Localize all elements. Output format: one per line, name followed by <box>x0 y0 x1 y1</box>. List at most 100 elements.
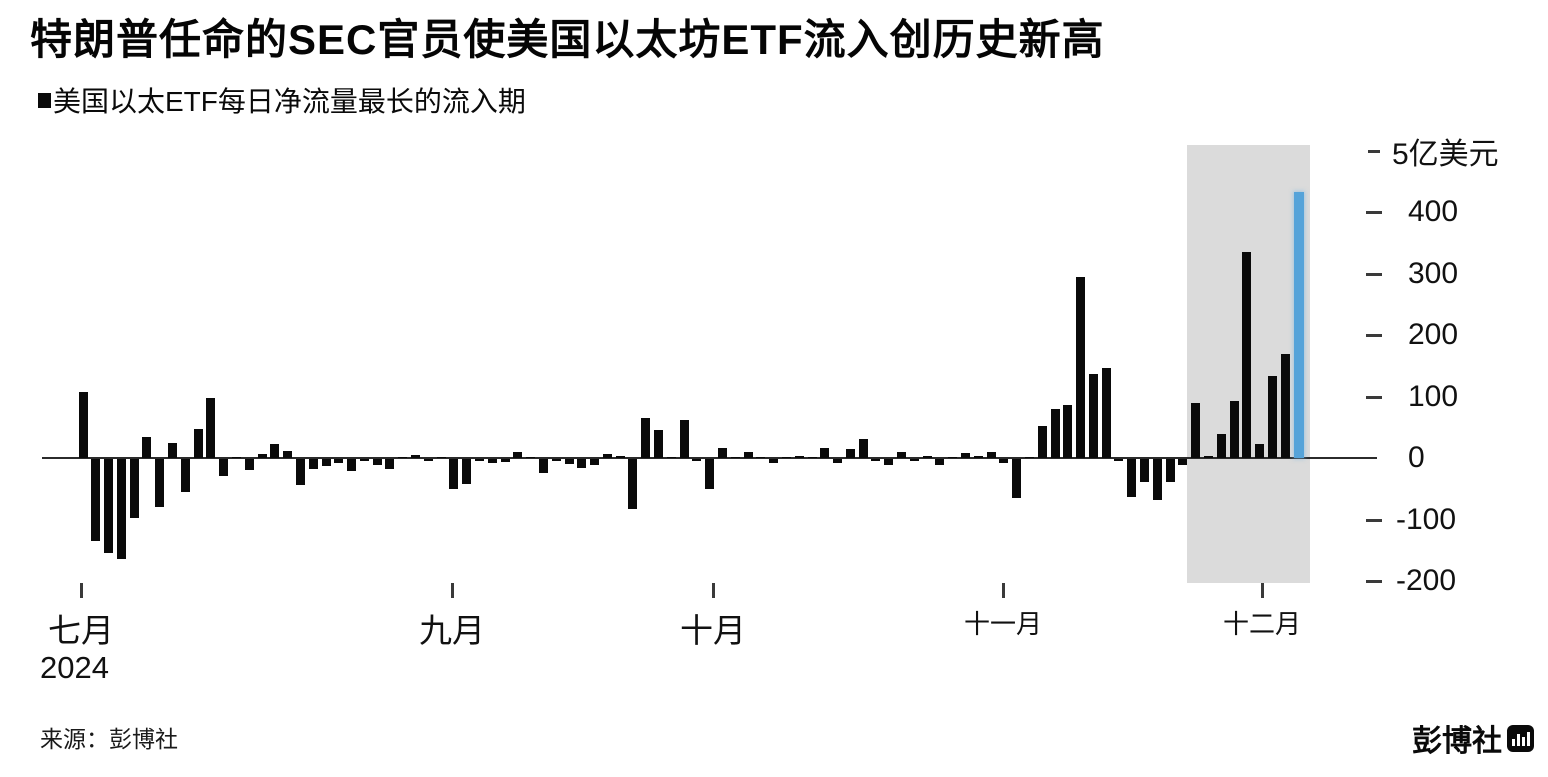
y-tick-label: 100 <box>1408 379 1459 413</box>
bar <box>1050 408 1060 458</box>
x-tick-dash <box>80 583 83 598</box>
bar <box>193 429 203 458</box>
brand-name: 彭博社 <box>1412 725 1502 758</box>
bar <box>909 459 919 461</box>
bar <box>781 456 791 458</box>
y-tick-dash <box>1366 334 1382 337</box>
y-tick-dash <box>1366 580 1382 583</box>
chart-title: 特朗普任命的SEC官员使美国以太坊ETF流入创历史新高 <box>30 16 1105 63</box>
bar <box>104 459 114 554</box>
bar <box>231 456 241 458</box>
bar <box>743 452 753 458</box>
bar <box>730 456 740 458</box>
brand-mark: 彭博社 <box>1412 716 1534 760</box>
y-tick-dash <box>1366 272 1382 276</box>
bar <box>91 459 101 541</box>
bar <box>1127 459 1137 498</box>
bar <box>1101 368 1111 458</box>
bar <box>1063 405 1073 458</box>
x-tick-dash <box>1261 583 1264 598</box>
bar <box>116 459 126 560</box>
bar <box>1152 459 1162 501</box>
bar <box>398 456 408 458</box>
bar <box>628 459 638 509</box>
bar <box>820 448 830 458</box>
bar <box>833 459 843 463</box>
legend-label: 美国以太ETF每日净流量最长的流入期 <box>53 86 526 117</box>
bar <box>769 459 779 464</box>
year-label: 2024 <box>40 650 109 685</box>
bar <box>1280 354 1290 458</box>
y-tick-label: 0 <box>1408 441 1425 474</box>
bar <box>283 451 293 458</box>
bar <box>1140 459 1150 482</box>
bar <box>564 459 574 464</box>
x-tick-label: 十月 <box>680 612 746 649</box>
bar <box>257 454 267 458</box>
y-tick-dash <box>1366 211 1382 214</box>
bar <box>155 459 165 507</box>
y-tick-dash <box>1366 395 1382 399</box>
y-tick-label: 400 <box>1408 195 1459 228</box>
bar <box>602 454 612 458</box>
bar <box>1204 456 1214 458</box>
bar <box>168 442 178 458</box>
bar <box>654 430 664 458</box>
bar <box>845 448 855 458</box>
bar <box>206 397 216 458</box>
black-square-icon <box>38 92 51 108</box>
bar <box>1076 276 1086 458</box>
bar <box>1165 459 1175 482</box>
bar <box>1229 400 1239 458</box>
bar <box>1267 376 1277 458</box>
y-axis-unit-label: 5亿美元 <box>1392 137 1499 171</box>
bar <box>129 459 139 519</box>
bar <box>935 459 945 465</box>
bar <box>577 459 587 469</box>
bar <box>679 420 689 458</box>
x-axis-line <box>42 457 1377 459</box>
highlighted-bar <box>1293 192 1304 458</box>
bar <box>78 392 88 458</box>
bar <box>756 456 766 458</box>
bar <box>411 454 421 458</box>
bar <box>423 459 433 461</box>
bar <box>295 459 305 486</box>
bar <box>308 459 318 470</box>
bar <box>500 459 510 463</box>
bar <box>858 438 868 458</box>
bar <box>666 456 676 458</box>
bar <box>718 448 727 458</box>
bar <box>347 459 357 472</box>
bar <box>1191 403 1201 458</box>
x-tick-label: 七月 <box>48 612 114 649</box>
bar <box>807 456 817 458</box>
bar <box>1012 459 1022 498</box>
bar <box>334 459 344 464</box>
bar <box>142 437 152 458</box>
bar <box>1178 459 1188 466</box>
bar <box>692 459 702 461</box>
bar <box>1114 459 1124 461</box>
bar <box>884 459 894 466</box>
bar <box>1037 426 1047 458</box>
x-tick-label: 九月 <box>419 612 485 649</box>
bar <box>794 455 804 458</box>
bar <box>474 459 484 461</box>
bar <box>986 451 996 458</box>
y-tick-label: 300 <box>1408 256 1459 290</box>
bar <box>641 418 651 458</box>
x-tick-dash <box>712 583 715 598</box>
bar <box>219 459 229 476</box>
source-caption: 来源：彭博社 <box>40 726 178 752</box>
y-tick-dash <box>1368 149 1380 153</box>
bar <box>244 459 254 471</box>
bar <box>551 459 561 461</box>
bar <box>961 453 970 458</box>
x-tick-dash <box>451 583 454 598</box>
bloomberg-bars-icon <box>1507 724 1534 752</box>
bar <box>487 459 497 464</box>
bar <box>948 456 958 458</box>
